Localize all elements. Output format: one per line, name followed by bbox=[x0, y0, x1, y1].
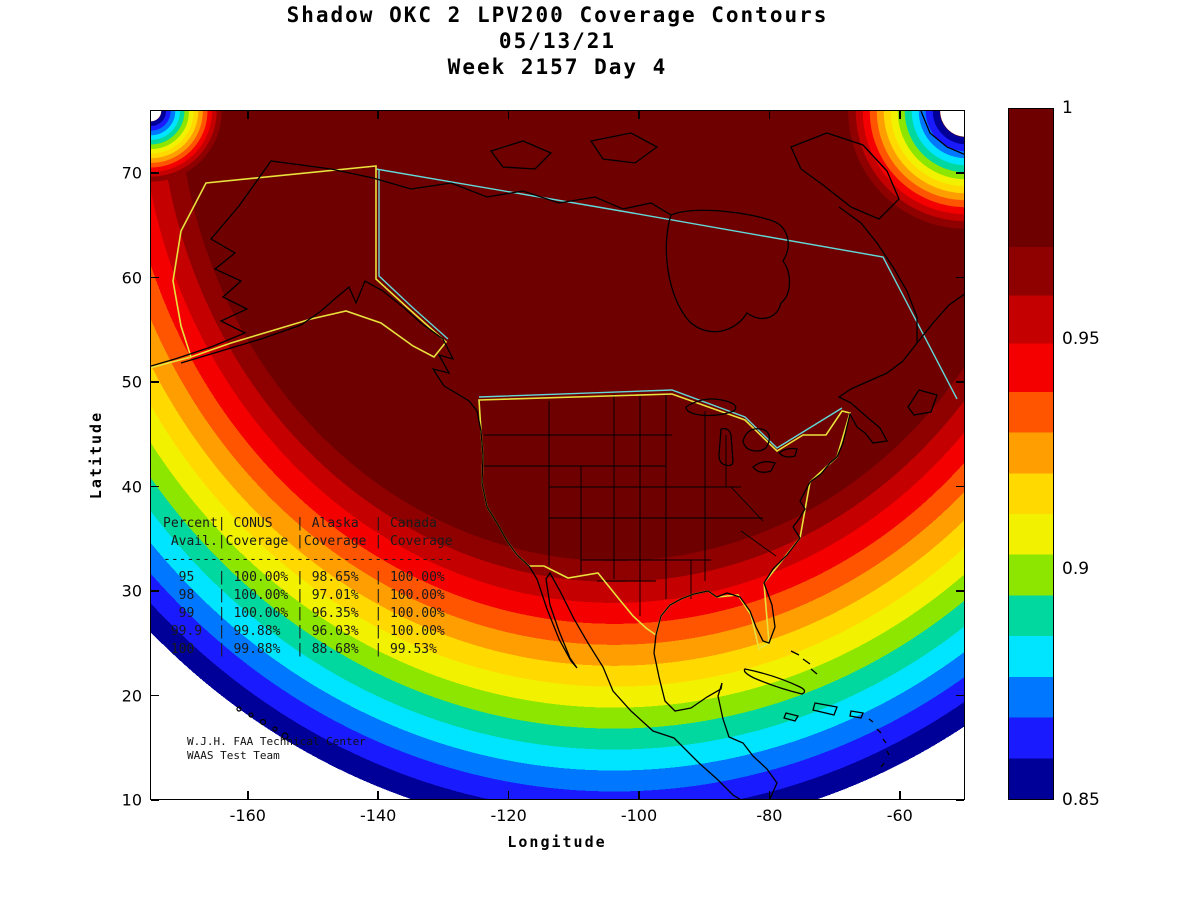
y-tick-mark bbox=[955, 799, 964, 801]
lake-huron bbox=[742, 428, 770, 452]
island-hispaniola bbox=[812, 702, 838, 716]
colorbar-gradient bbox=[1008, 108, 1054, 800]
coastline-labrador bbox=[838, 206, 918, 343]
chart-date: 05/13/21 bbox=[498, 29, 617, 53]
hudson-bay bbox=[665, 209, 791, 333]
title-block: Shadow OKC 2 LPV200 Coverage Contours 05… bbox=[150, 2, 965, 80]
chart-title: Shadow OKC 2 LPV200 Coverage Contours bbox=[286, 3, 829, 27]
islands-bahamas bbox=[790, 650, 818, 675]
coastline-gulf-atlantic bbox=[653, 293, 964, 799]
hawaii-island bbox=[236, 706, 242, 712]
x-tick-mark bbox=[377, 791, 379, 799]
canada-boundary bbox=[375, 168, 958, 449]
lake-michigan bbox=[718, 427, 734, 467]
lake-ontario bbox=[778, 447, 798, 458]
outside-coverage-corner bbox=[151, 111, 162, 122]
credit-line-1: W.J.H. FAA Technical Center bbox=[187, 735, 366, 748]
islands-lesser-antilles bbox=[868, 718, 890, 768]
x-tick-label: -100 bbox=[620, 806, 658, 825]
coastline-alaska-north-west bbox=[151, 160, 374, 367]
lake-erie bbox=[752, 461, 776, 473]
availability-table: Percent| CONUS | Alaska | Canada Avail.|… bbox=[163, 516, 453, 657]
greenland-coast bbox=[920, 111, 964, 155]
credit-annotation: W.J.H. FAA Technical Center WAAS Test Te… bbox=[187, 735, 366, 763]
hawaii-islands bbox=[236, 706, 289, 740]
y-tick-mark bbox=[151, 381, 159, 383]
colorbar-tick-label: 1 bbox=[1062, 98, 1073, 118]
x-tick-mark bbox=[768, 111, 771, 119]
y-tick-mark bbox=[955, 381, 964, 383]
colorbar-tick-label: 0.9 bbox=[1062, 559, 1090, 580]
x-tick-label: -80 bbox=[756, 806, 783, 825]
plot-area: Percent| CONUS | Alaska | Canada Avail.|… bbox=[150, 110, 965, 800]
y-tick-label: 10 bbox=[121, 790, 142, 810]
y-tick-mark bbox=[955, 590, 964, 592]
lake-superior bbox=[685, 398, 737, 417]
y-tick-mark bbox=[151, 276, 159, 279]
y-tick-mark bbox=[151, 694, 159, 697]
coastlines bbox=[151, 111, 964, 799]
island-victoria bbox=[489, 140, 553, 170]
credit-line-2: WAAS Test Team bbox=[187, 749, 280, 762]
x-tick-label: -60 bbox=[886, 806, 913, 825]
hawaii-island bbox=[248, 712, 254, 718]
x-tick-mark bbox=[507, 791, 510, 799]
x-tick-mark bbox=[247, 111, 249, 119]
x-tick-mark bbox=[638, 111, 640, 119]
island-newfoundland bbox=[907, 389, 938, 416]
y-tick-label: 40 bbox=[121, 477, 142, 496]
y-tick-label: 50 bbox=[121, 372, 142, 392]
island-cuba bbox=[743, 668, 806, 695]
y-tick-mark bbox=[955, 694, 964, 697]
x-tick-mark bbox=[899, 791, 901, 799]
state-borders bbox=[484, 394, 777, 616]
x-tick-mark bbox=[768, 791, 771, 799]
x-tick-label: -160 bbox=[229, 806, 266, 825]
hawaii-island bbox=[281, 732, 289, 740]
y-tick-mark bbox=[151, 172, 159, 174]
island-arctic bbox=[589, 132, 659, 164]
coastline-alaska-south-pacific bbox=[180, 280, 741, 799]
x-axis-label: Longitude bbox=[507, 833, 607, 851]
contour-corner-top-left bbox=[151, 111, 222, 182]
canada-us-border-line bbox=[478, 389, 843, 449]
y-tick-label: 60 bbox=[121, 268, 142, 287]
chart-week-day: Week 2157 Day 4 bbox=[447, 55, 668, 79]
outside-coverage-corner bbox=[940, 111, 964, 137]
coastline-arctic bbox=[372, 177, 672, 216]
hawaii-island bbox=[259, 718, 267, 726]
canada-alaska-border-line bbox=[378, 169, 449, 340]
y-tick-label: 30 bbox=[121, 581, 142, 601]
x-tick-label: -120 bbox=[490, 806, 527, 825]
x-tick-mark bbox=[899, 111, 901, 119]
y-tick-label: 70 bbox=[121, 163, 142, 183]
contour-fill bbox=[151, 111, 964, 799]
y-tick-mark bbox=[955, 172, 964, 174]
map-svg bbox=[151, 111, 964, 799]
hawaii-island bbox=[272, 726, 278, 732]
island-baffin bbox=[790, 132, 900, 220]
colorbar-tick-label: 0.95 bbox=[1062, 328, 1100, 349]
x-tick-label: -140 bbox=[360, 806, 397, 825]
x-tick-mark bbox=[247, 791, 249, 799]
y-tick-mark bbox=[151, 590, 159, 592]
y-tick-label: 20 bbox=[121, 686, 142, 705]
island-puerto-rico bbox=[849, 710, 864, 719]
y-tick-mark bbox=[151, 485, 159, 488]
x-tick-mark bbox=[507, 111, 510, 119]
island-jamaica bbox=[783, 712, 800, 722]
state-border-lines bbox=[484, 394, 777, 616]
x-tick-mark bbox=[377, 111, 379, 119]
y-tick-mark bbox=[955, 276, 964, 279]
y-tick-mark bbox=[955, 485, 964, 488]
x-tick-mark bbox=[638, 791, 640, 799]
alaska-service-boundary bbox=[151, 165, 448, 369]
y-tick-mark bbox=[151, 799, 159, 801]
canada-boundary-line bbox=[375, 168, 958, 400]
colorbar-tick-label: 0.85 bbox=[1062, 790, 1100, 810]
contour-corner-top-right bbox=[848, 111, 964, 229]
